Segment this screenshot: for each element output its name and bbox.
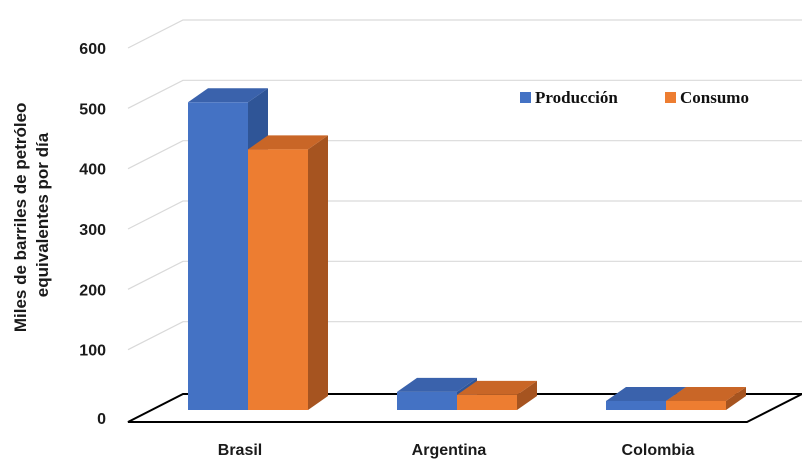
legend-swatch (665, 92, 676, 103)
bar-side (726, 386, 746, 410)
y-tick-300: 300 (79, 222, 106, 239)
y-tick-100: 100 (79, 343, 106, 360)
y-tick-400: 400 (79, 162, 106, 179)
legend-label: Producción (535, 88, 618, 107)
bar-argentina-consumo (457, 380, 537, 410)
category-label-colombia: Colombia (622, 442, 695, 459)
legend-item-produccion: Producción (520, 88, 618, 107)
bar-side (517, 380, 537, 410)
bar-front (606, 400, 666, 410)
y-tick-600: 600 (79, 41, 106, 58)
bar-brasil-consumo (248, 135, 328, 411)
bars (188, 88, 746, 411)
legend-item-consumo: Consumo (665, 88, 749, 107)
bar-front (666, 400, 726, 410)
gridline-400 (127, 140, 802, 170)
legend: Producción Consumo (520, 88, 749, 107)
bar-top (397, 377, 477, 392)
bar-front (188, 102, 248, 411)
y-axis-label: Miles de barriles de petróleo equivalent… (11, 98, 52, 332)
y-tick-500: 500 (79, 101, 106, 118)
bar-front (457, 394, 517, 410)
legend-label: Consumo (680, 88, 749, 107)
category-label-argentina: Argentina (412, 442, 487, 459)
category-label-brasil: Brasil (218, 442, 262, 459)
gridline-600 (127, 19, 802, 49)
y-axis-label-line-1: Miles de barriles de petróleo (11, 103, 30, 333)
y-tick-200: 200 (79, 282, 106, 299)
y-tick-0: 0 (97, 411, 106, 428)
y-axis-label-line-2: equivalentes por día (33, 132, 52, 297)
bar-top (188, 88, 268, 103)
y-tick-labels: 0 100 200 300 400 500 600 (79, 41, 106, 428)
bar-top (606, 386, 686, 401)
gridline-100 (127, 321, 802, 351)
gridline-200 (127, 260, 802, 290)
bar-front (397, 391, 457, 410)
bar-side (308, 135, 328, 411)
bar-colombia-consumo (666, 386, 746, 410)
gridlines (127, 19, 802, 351)
gridline-500 (127, 79, 802, 109)
bar-front (248, 149, 308, 411)
legend-swatch (520, 92, 531, 103)
bar-top (457, 380, 537, 395)
bar-top (666, 386, 746, 401)
category-labels: Brasil Argentina Colombia (218, 442, 695, 459)
gridline-300 (127, 200, 802, 230)
bar-top (248, 135, 328, 150)
